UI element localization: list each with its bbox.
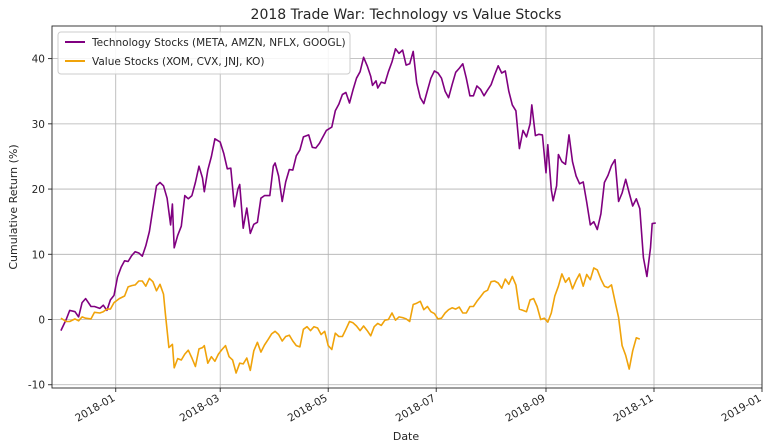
grid [52,26,763,388]
legend-label-value: Value Stocks (XOM, CVX, JNJ, KO) [92,56,264,68]
x-tick-label: 2019-01 [720,392,764,424]
x-tick-label: 2018-05 [286,392,330,424]
x-tick-label: 2018-11 [611,392,655,424]
legend-label-technology: Technology Stocks (META, AMZN, NFLX, GOO… [91,37,346,49]
y-tick-label: 30 [32,119,45,131]
y-tick-label: 40 [32,54,45,66]
x-axis-ticks: 2018-01 2018-03 2018-05 2018-07 2018-09 2018-… [73,388,764,425]
y-axis-label: Cumulative Return (%) [7,144,20,269]
x-tick-label: 2018-01 [73,392,117,424]
x-tick-label: 2018-09 [503,392,547,424]
chart-title: 2018 Trade War: Technology vs Value Stoc… [251,7,562,23]
x-tick-label: 2018-03 [178,392,222,424]
x-axis-label: Date [393,430,420,443]
y-tick-label: 10 [32,249,45,261]
legend-frame [57,31,351,75]
legend: Technology Stocks (META, AMZN, NFLX, GOO… [57,31,351,75]
series-layer [60,48,656,374]
y-tick-label: 20 [32,184,45,196]
series-line-technology [60,48,656,331]
plot-frame [51,25,763,389]
y-tick-label: 0 [38,315,45,327]
x-tick-label: 2018-07 [394,392,438,424]
series-line-value [60,267,641,374]
y-axis-ticks: -10 0 10 20 30 40 [28,54,52,392]
y-tick-label: -10 [28,380,45,392]
